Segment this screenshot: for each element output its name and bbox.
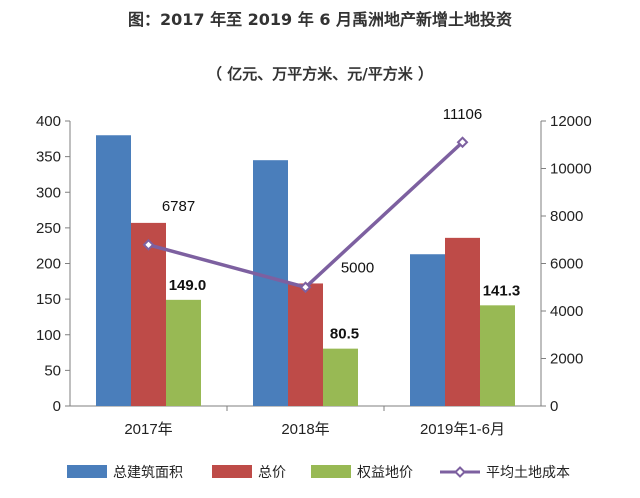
legend-swatch: [212, 465, 252, 478]
y-left-tick-label: 400: [36, 113, 61, 130]
y-right-tick-label: 6000: [550, 256, 583, 273]
bar-权益地价: [166, 299, 201, 406]
bar-总建筑面积: [96, 135, 131, 406]
legend-label: 总建筑面积: [113, 465, 183, 481]
bar-总价: [445, 237, 480, 406]
legend-swatch: [67, 465, 107, 478]
x-category-label: 2018年: [281, 421, 329, 438]
legend-label: 总价: [258, 465, 286, 481]
y-right-tick-label: 0: [550, 398, 558, 415]
x-category-label: 2019年1-6月: [420, 421, 505, 438]
y-left-tick-label: 50: [44, 362, 61, 379]
plot-area: 0501001502002503003504000200040006000800…: [36, 106, 592, 438]
y-left-tick-label: 0: [53, 398, 61, 415]
bar-总建筑面积: [253, 160, 288, 406]
y-left-tick-label: 150: [36, 291, 61, 308]
line-data-label: 5000: [341, 259, 374, 276]
bar-data-label: 141.3: [483, 282, 521, 299]
bar-data-label: 80.5: [330, 326, 359, 343]
line-point-marker: [456, 136, 469, 149]
line-data-label: 6787: [162, 198, 195, 215]
bar-权益地价: [323, 348, 358, 406]
bar-总建筑面积: [410, 254, 445, 406]
bar-data-label: 149.0: [169, 277, 207, 294]
legend-marker: [454, 466, 466, 478]
y-right-tick-label: 8000: [550, 208, 583, 225]
chart-title: 图：2017 年至 2019 年 6 月禹洲地产新增土地投资: [128, 10, 512, 29]
y-right-tick-label: 4000: [550, 303, 583, 320]
line-point-marker: [299, 281, 312, 294]
bar-总价: [288, 283, 323, 406]
line-data-label: 11106: [443, 106, 483, 123]
legend-label: 权益地价: [357, 465, 413, 481]
y-left-tick-label: 250: [36, 220, 61, 237]
bar-权益地价: [480, 305, 515, 406]
legend-label: 平均土地成本: [486, 465, 570, 481]
x-category-label: 2017年: [124, 421, 172, 438]
y-left-tick-label: 300: [36, 184, 61, 201]
y-left-tick-label: 200: [36, 256, 61, 273]
legend-swatch: [311, 465, 351, 478]
y-right-tick-label: 10000: [550, 161, 592, 178]
line-point-marker: [142, 238, 155, 251]
chart-subtitle: （ 亿元、万平方米、元/平方米 ）: [207, 65, 433, 83]
legend: 总建筑面积 总价 权益地价 平均土地成本: [67, 465, 570, 481]
y-right-tick-label: 12000: [550, 113, 592, 130]
y-right-tick-label: 2000: [550, 351, 583, 368]
bar-总价: [131, 222, 166, 406]
y-left-tick-label: 350: [36, 149, 61, 166]
y-left-tick-label: 100: [36, 327, 61, 344]
